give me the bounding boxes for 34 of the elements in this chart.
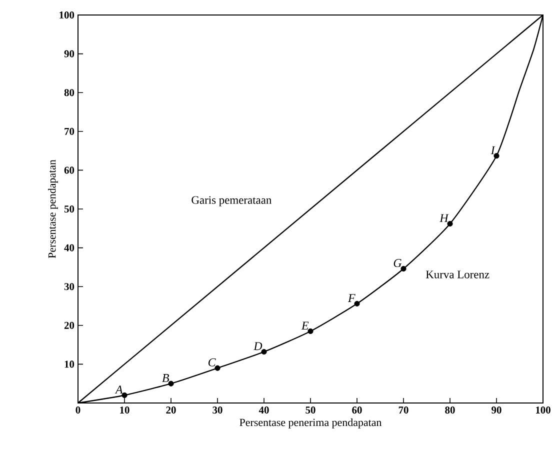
x-tick-label: 80 xyxy=(445,406,455,414)
x-tick-label: 10 xyxy=(120,406,130,414)
annotation: D xyxy=(254,342,262,350)
x-tick-label: 0 xyxy=(76,406,80,414)
x-tick-label: 30 xyxy=(212,406,222,414)
y-tick-label: 80 xyxy=(64,89,74,96)
y-tick-label: 50 xyxy=(64,205,74,213)
series-label: Kurva Lorenz xyxy=(426,270,490,278)
x-tick-label: 60 xyxy=(352,406,362,414)
x-tick-label: 50 xyxy=(306,406,316,414)
x-tick-label: 40 xyxy=(258,406,269,414)
text: Garis pemerataan xyxy=(192,196,272,206)
y-axis-title: Persentase pendapatan xyxy=(48,160,58,258)
x-tick-label: 100 xyxy=(536,406,550,414)
y-tick-label: 30 xyxy=(64,283,74,290)
annotation: I xyxy=(490,146,496,154)
annotation: G xyxy=(394,259,402,268)
y-tick-label: 40 xyxy=(64,244,74,252)
x-tick-label: 70 xyxy=(398,406,408,414)
annotation: B xyxy=(162,374,170,382)
annotation: F xyxy=(348,294,356,302)
y-tick-label: 70 xyxy=(64,128,74,135)
x-axis-title: Persentase penerima pendapatan xyxy=(240,418,382,428)
annotation: H xyxy=(440,214,449,222)
annotation: C xyxy=(208,358,216,366)
y-tick-label: 100 xyxy=(60,11,74,19)
annotation: E xyxy=(301,322,309,330)
x-tick-label: 90 xyxy=(492,406,502,414)
y-tick-label: 10 xyxy=(64,360,74,368)
y-tick-label: 60 xyxy=(64,166,74,174)
annotation: A xyxy=(114,386,123,394)
x-tick-label: 20 xyxy=(166,406,176,414)
y-tick-label: 90 xyxy=(64,50,74,58)
y-tick-label: 20 xyxy=(64,322,74,329)
